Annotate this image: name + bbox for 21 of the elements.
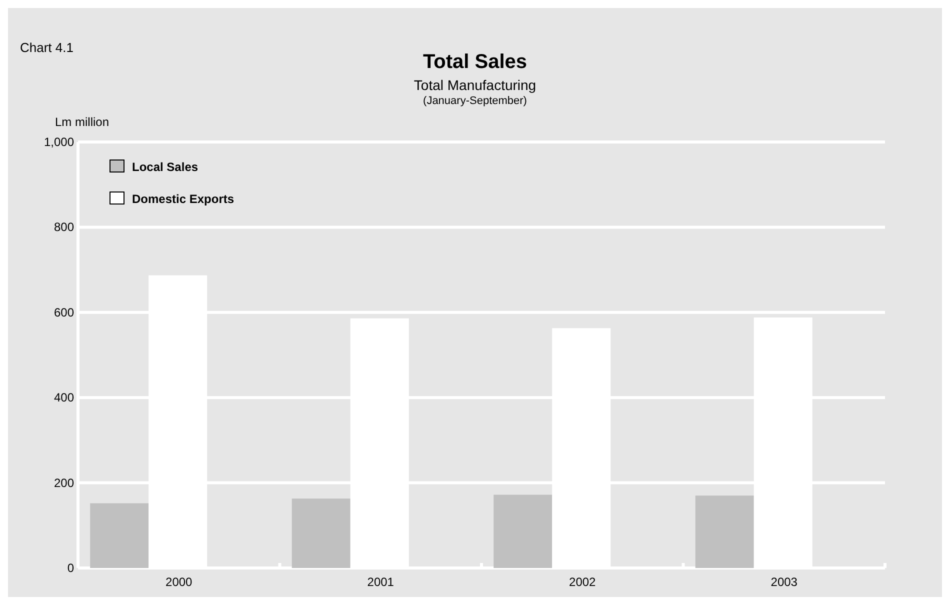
chart-title: Total Sales: [422, 51, 528, 73]
y-tick-label: 400: [54, 390, 74, 405]
y-axis-title: Lm million: [55, 115, 110, 129]
text: (January-September): [423, 95, 527, 107]
bar: [695, 496, 754, 568]
y-tick-label: 600: [54, 305, 74, 320]
bar: [494, 494, 552, 568]
x-tick-label: 2003: [770, 575, 798, 589]
y-tick-label: 1,000: [44, 135, 74, 149]
bar: [292, 498, 350, 568]
caption: Chart 4.1: [20, 40, 74, 55]
chart-subtitle: Total Manufacturing: [414, 77, 536, 93]
legend-label: Domestic Exports: [132, 192, 234, 206]
y-tick-label: 800: [54, 220, 74, 234]
x-tick-label: 2001: [367, 575, 394, 589]
x-tick-label: 2002: [569, 575, 596, 589]
x-tick-label: 2000: [166, 575, 193, 589]
y-tick-label: 200: [54, 476, 74, 490]
bar: [90, 503, 149, 568]
y-tick-label: 0: [67, 561, 74, 575]
legend-label: Local Sales: [132, 160, 198, 174]
